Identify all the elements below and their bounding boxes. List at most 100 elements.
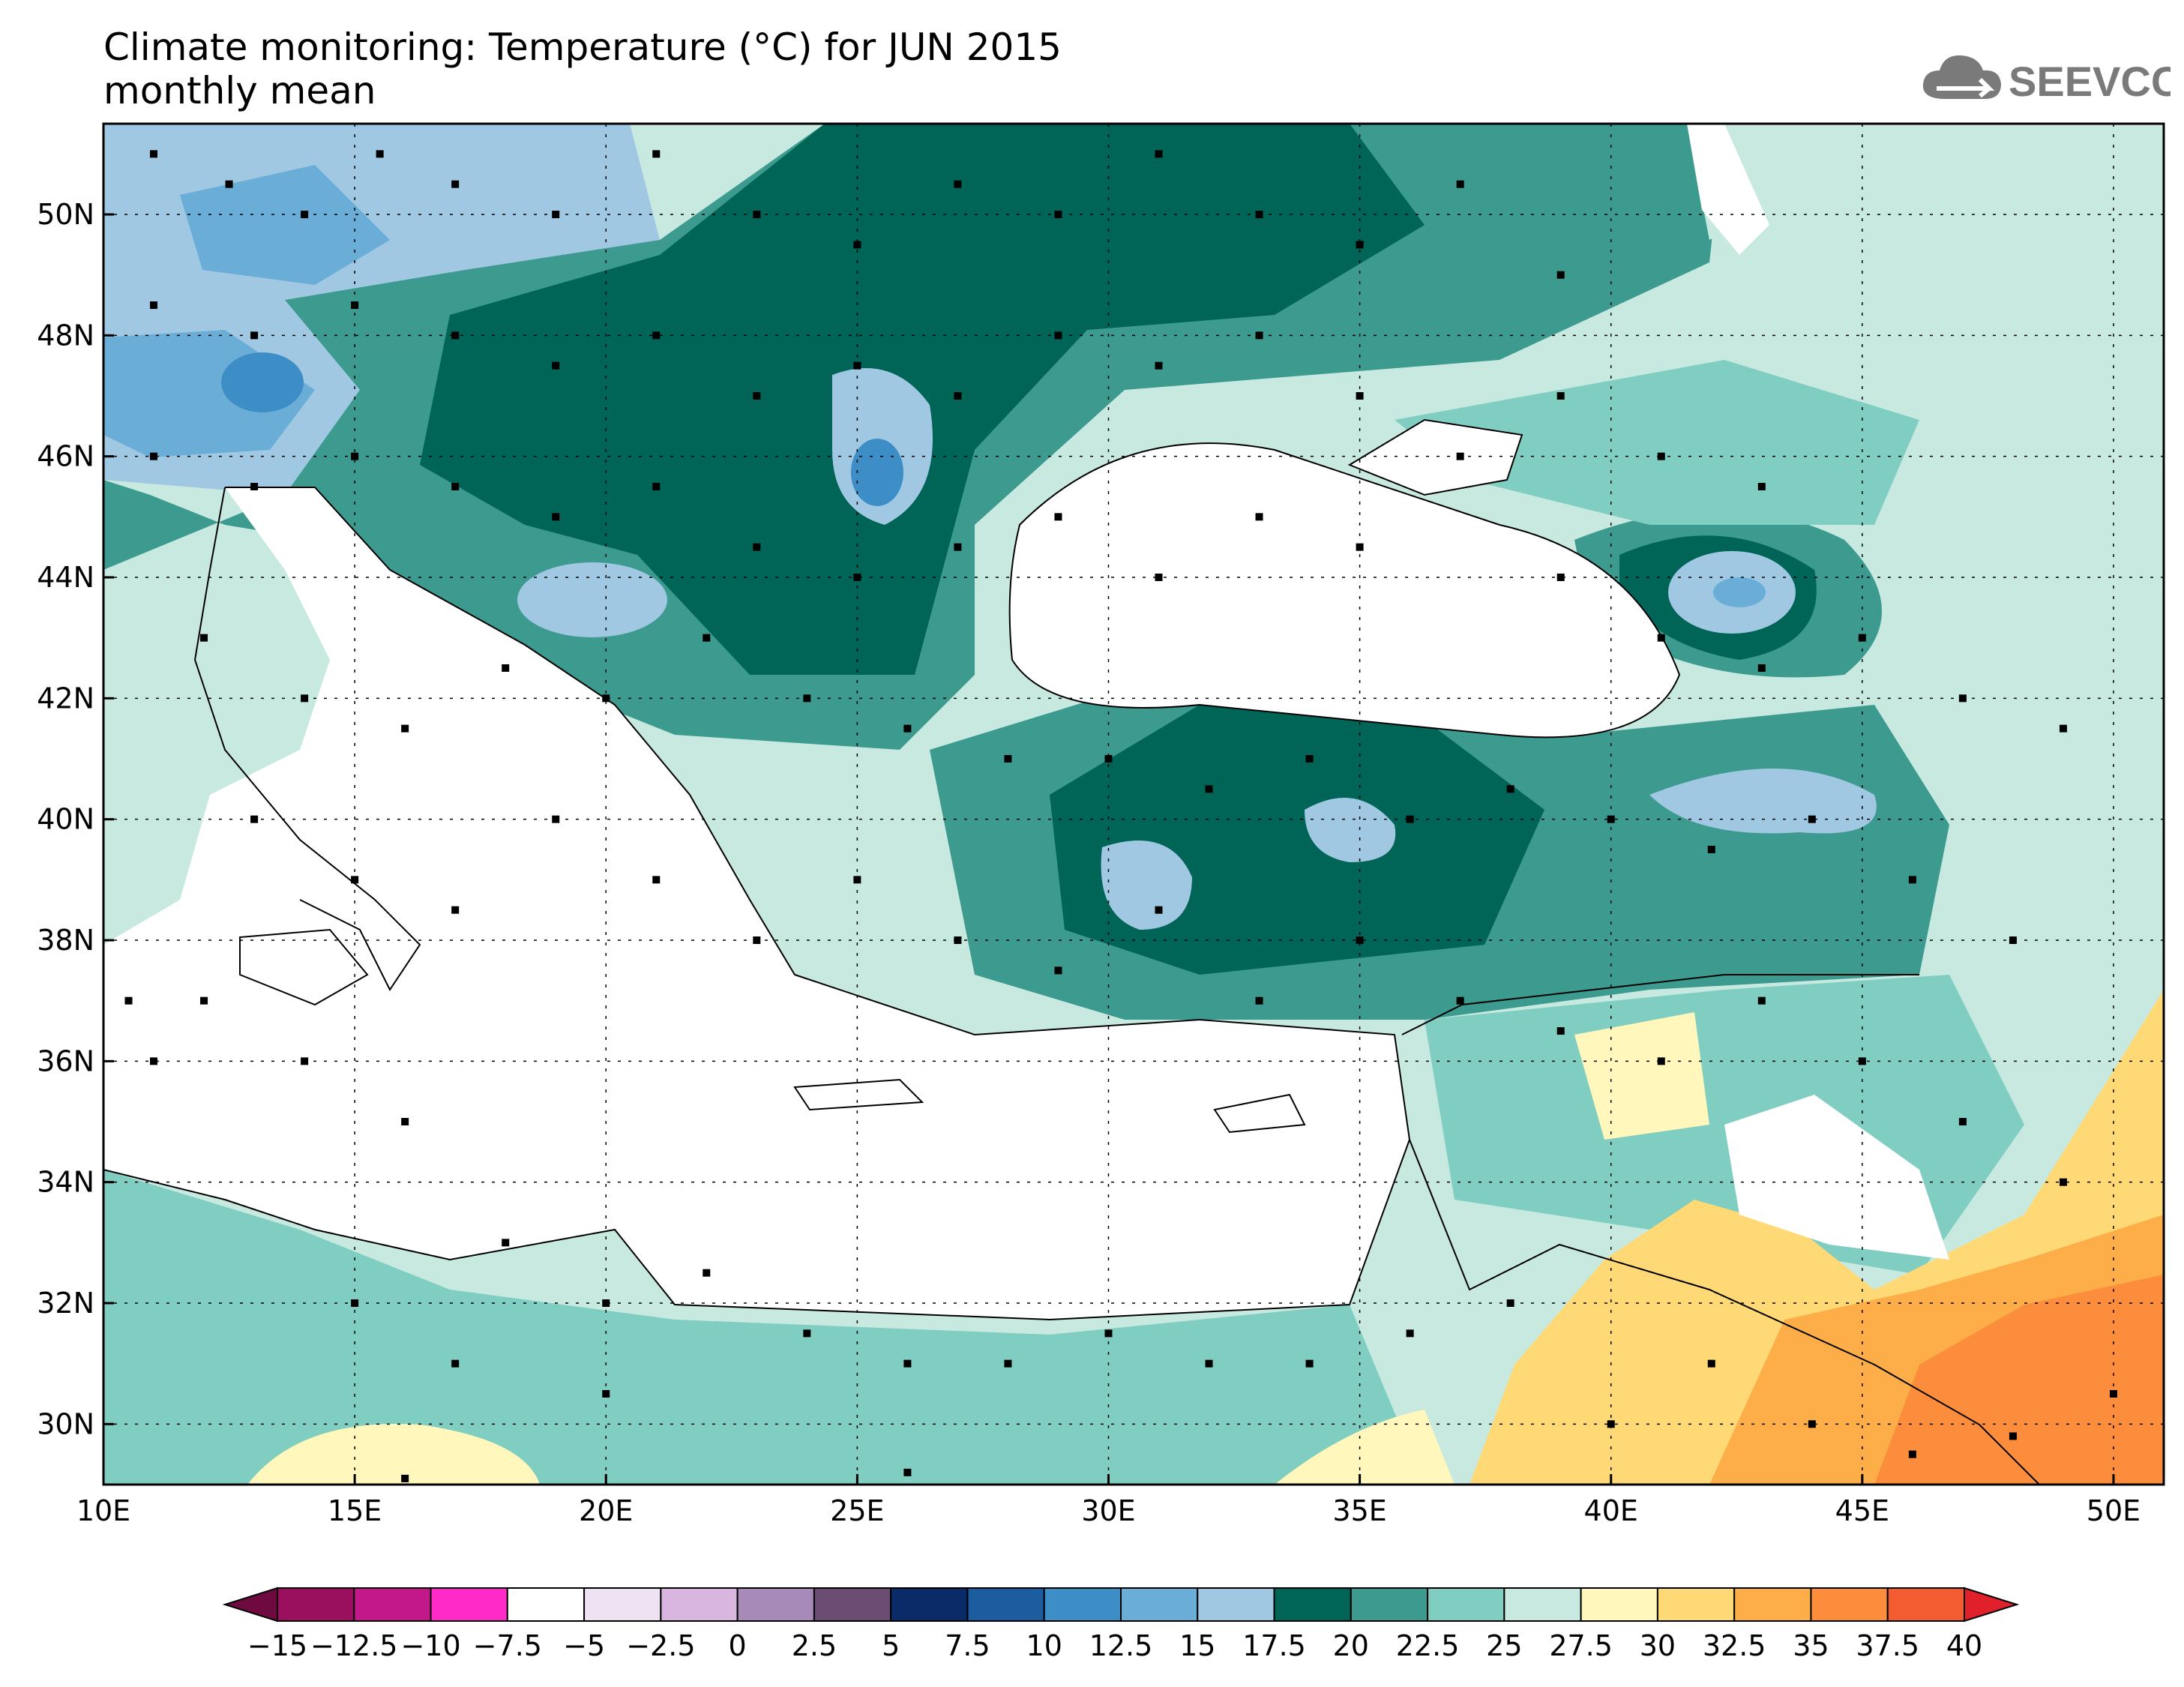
colorbar-label: 37.5: [1856, 1629, 1919, 1662]
colorbar-swatch: [506, 1587, 586, 1622]
station-marker: [1607, 1420, 1615, 1428]
colorbar-swatch: [1043, 1587, 1122, 1622]
station-marker: [200, 996, 208, 1005]
colorbar-swatch: [1197, 1587, 1275, 1622]
xtick-label: 15E: [328, 1494, 382, 1527]
station-marker: [1305, 1359, 1314, 1368]
cyprus-coast: [1213, 1093, 1306, 1134]
station-marker: [1958, 1118, 1967, 1125]
station-marker: [225, 180, 233, 188]
station-marker: [2059, 1178, 2067, 1186]
colorbar-label: 0: [729, 1629, 747, 1662]
colorbar-label: 30: [1640, 1629, 1676, 1662]
colorbar-swatch: [1656, 1587, 1736, 1622]
station-marker: [1556, 271, 1565, 279]
station-marker: [954, 180, 962, 188]
region-russia-east: [1687, 124, 2164, 330]
region-dinaric-cool: [517, 562, 667, 637]
title-line2: monthly mean: [103, 69, 376, 112]
station-marker: [1506, 1299, 1514, 1307]
colorbar-label: 27.5: [1549, 1629, 1613, 1662]
station-marker: [200, 634, 208, 642]
italy-coast: [193, 487, 421, 991]
mask-black-sea: [1009, 443, 1679, 738]
station-marker: [401, 724, 409, 733]
station-marker: [1556, 574, 1565, 581]
station-marker: [1456, 452, 1464, 460]
turkey-south-border: [1401, 974, 1919, 1035]
station-marker: [1104, 755, 1113, 763]
map-gridlines: [103, 124, 2164, 1485]
colorbar-swatch: [890, 1587, 969, 1622]
colorbar-label: 12.5: [1089, 1629, 1153, 1662]
region-steppe: [1395, 360, 1919, 525]
colorbar-swatch: [1580, 1587, 1658, 1622]
xtick-label: 10E: [76, 1494, 130, 1527]
colorbar-swatch: [736, 1587, 815, 1622]
colorbar-label: −12.5: [310, 1629, 397, 1662]
station-marker: [301, 211, 309, 218]
colorbar-low-arrow: [222, 1587, 278, 1623]
station-marker: [803, 694, 811, 703]
station-marker: [351, 1299, 359, 1307]
station-marker: [1406, 815, 1414, 823]
colorbar-swatch: [966, 1587, 1045, 1622]
station-marker: [652, 876, 661, 884]
black-sea-coast: [1008, 442, 1681, 739]
station-marker: [1506, 785, 1514, 793]
map-title: Climate monitoring: Temperature (°C) for…: [103, 25, 1062, 112]
colorbar-label: 35: [1793, 1629, 1829, 1662]
station-marker: [1607, 815, 1615, 823]
station-marker: [451, 906, 460, 914]
station-marker: [1757, 664, 1766, 672]
station-marker: [1356, 392, 1364, 400]
station-marker: [1255, 211, 1263, 218]
coastlines: [103, 418, 2040, 1485]
crete-coast: [793, 1078, 924, 1111]
station-marker: [602, 1299, 610, 1307]
region-caspian-west: [2024, 315, 2164, 975]
colorbar-swatch: [813, 1587, 892, 1622]
station-marker: [853, 876, 861, 884]
colorbar: −15 −12.5 −10 −7.5 −5 −2.5 0 2.5 5 7.5 10 12.5 15 17.…: [222, 1587, 2020, 1662]
colorbar-swatch: [1120, 1587, 1199, 1622]
colorbar-label: 20: [1333, 1629, 1369, 1662]
azov-coast: [1347, 418, 1523, 496]
station-marker: [703, 1269, 711, 1277]
station-marker: [853, 361, 861, 370]
axis-ticks: 10E 15E 20E 25E 30E 35E 40E 45E 50E 30N 32N 34N 36N 3…: [37, 198, 2141, 1527]
station-marker: [1155, 150, 1163, 158]
colorbar-label: −5: [563, 1629, 605, 1662]
station-marker: [1104, 1329, 1113, 1338]
title-line1: Climate monitoring: Temperature (°C) for…: [103, 25, 1062, 69]
station-marker: [2059, 724, 2067, 733]
station-marker: [150, 452, 158, 460]
colorbar-swatch: [1503, 1587, 1582, 1622]
colorbar-swatch: [1810, 1587, 1889, 1622]
station-marker: [1808, 815, 1816, 823]
station-marker: [301, 1057, 309, 1065]
station-marker: [401, 1118, 409, 1125]
station-marker: [2009, 1432, 2017, 1440]
station-marker: [1305, 755, 1314, 763]
sicily-coast: [239, 928, 369, 1006]
station-marker: [1757, 996, 1766, 1005]
station-marker: [1858, 1057, 1866, 1065]
station-marker: [1205, 785, 1213, 793]
xtick-label: 45E: [1835, 1494, 1889, 1527]
colorbar-swatch: [277, 1587, 355, 1622]
map-frame: [102, 122, 2165, 1486]
ytick-label: 44N: [37, 561, 94, 594]
station-marker: [1456, 996, 1464, 1005]
station-marker: [1858, 634, 1866, 642]
region-syria-hot: [1574, 1012, 1709, 1140]
station-marker: [1808, 1420, 1816, 1428]
station-marker: [451, 1359, 460, 1368]
colorbar-label: 15: [1179, 1629, 1215, 1662]
station-marker: [753, 543, 761, 551]
colorbar-label: 10: [1026, 1629, 1062, 1662]
ytick-label: 50N: [37, 198, 94, 231]
ytick-label: 46N: [37, 440, 94, 473]
station-marker: [1356, 936, 1364, 944]
